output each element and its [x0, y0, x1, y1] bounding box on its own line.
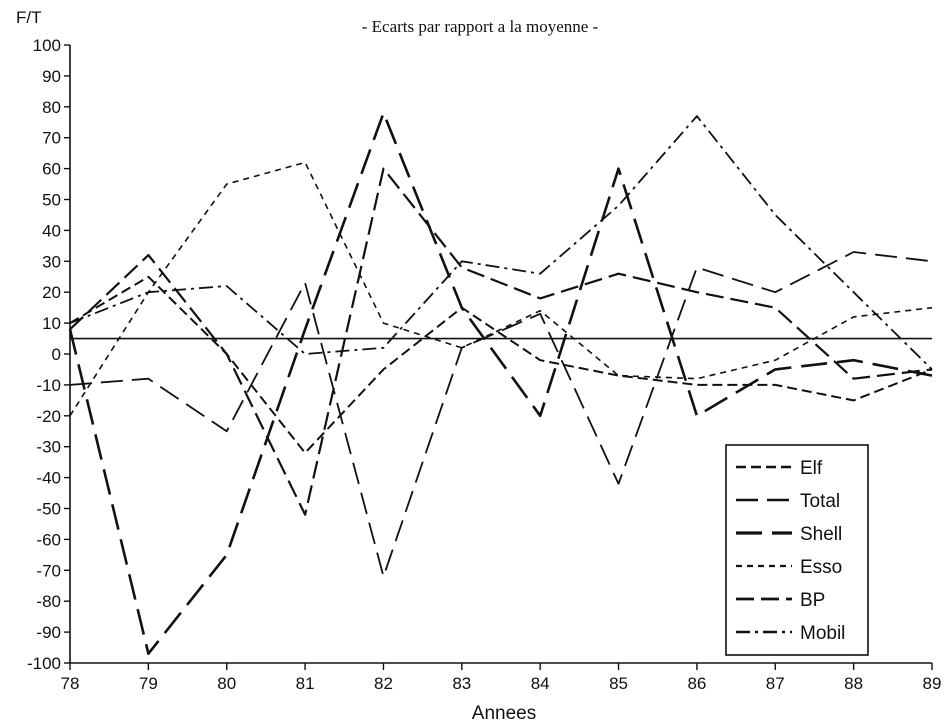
- legend-label-mobil: Mobil: [800, 623, 845, 644]
- x-tick-label: 82: [374, 674, 393, 693]
- x-tick-label: 81: [296, 674, 315, 693]
- y-tick-label: -70: [36, 561, 61, 580]
- y-tick-label: -10: [36, 376, 61, 395]
- y-tick-label: 90: [42, 67, 61, 86]
- y-tick-label: -50: [36, 500, 61, 519]
- y-tick-label: -20: [36, 407, 61, 426]
- y-tick-label: 70: [42, 129, 61, 148]
- x-tick-label: 78: [61, 674, 80, 693]
- series-line-total: [69, 251, 933, 578]
- y-tick-label: 100: [33, 36, 61, 55]
- series-line-esso: [69, 161, 933, 417]
- y-tick-label: -30: [36, 438, 61, 457]
- x-tick-label: 87: [766, 674, 785, 693]
- legend-box: [725, 444, 869, 656]
- y-tick-label: -100: [27, 654, 61, 673]
- ticks: 1009080706050403020100-10-20-30-40-50-60…: [27, 36, 941, 693]
- y-axis-label: F/T: [16, 8, 42, 27]
- y-tick-label: -80: [36, 592, 61, 611]
- y-tick-label: 80: [42, 98, 61, 117]
- x-axis-label: Annees: [472, 703, 536, 724]
- y-tick-label: 20: [42, 283, 61, 302]
- series-line-bp: [69, 167, 933, 516]
- x-tick-label: 79: [139, 674, 158, 693]
- series-lines: [68, 111, 933, 656]
- x-tick-label: 89: [923, 674, 942, 693]
- y-tick-label: -60: [36, 530, 61, 549]
- chart-title: - Ecarts par rapport a la moyenne -: [362, 17, 599, 36]
- y-tick-label: 60: [42, 160, 61, 179]
- y-tick-label: 50: [42, 191, 61, 210]
- y-tick-label: 30: [42, 252, 61, 271]
- y-tick-label: -40: [36, 469, 61, 488]
- y-tick-label: 40: [42, 221, 61, 240]
- legend-label-elf: Elf: [800, 458, 823, 479]
- legend-label-total: Total: [800, 491, 840, 512]
- legend-label-shell: Shell: [800, 524, 842, 545]
- legend-label-esso: Esso: [800, 557, 842, 578]
- y-tick-label: 10: [42, 314, 61, 333]
- x-tick-label: 80: [217, 674, 236, 693]
- legend-label-bp: BP: [800, 590, 825, 611]
- x-tick-label: 85: [609, 674, 628, 693]
- series-line-elf: [69, 275, 933, 454]
- x-tick-label: 86: [687, 674, 706, 693]
- series-line-shell: [68, 111, 933, 656]
- x-tick-label: 83: [452, 674, 471, 693]
- x-tick-label: 84: [531, 674, 550, 693]
- legend: Elf Total Shell Esso BP Mobil: [725, 444, 869, 656]
- x-tick-label: 88: [844, 674, 863, 693]
- y-tick-label: -90: [36, 623, 61, 642]
- y-tick-label: 0: [52, 345, 61, 364]
